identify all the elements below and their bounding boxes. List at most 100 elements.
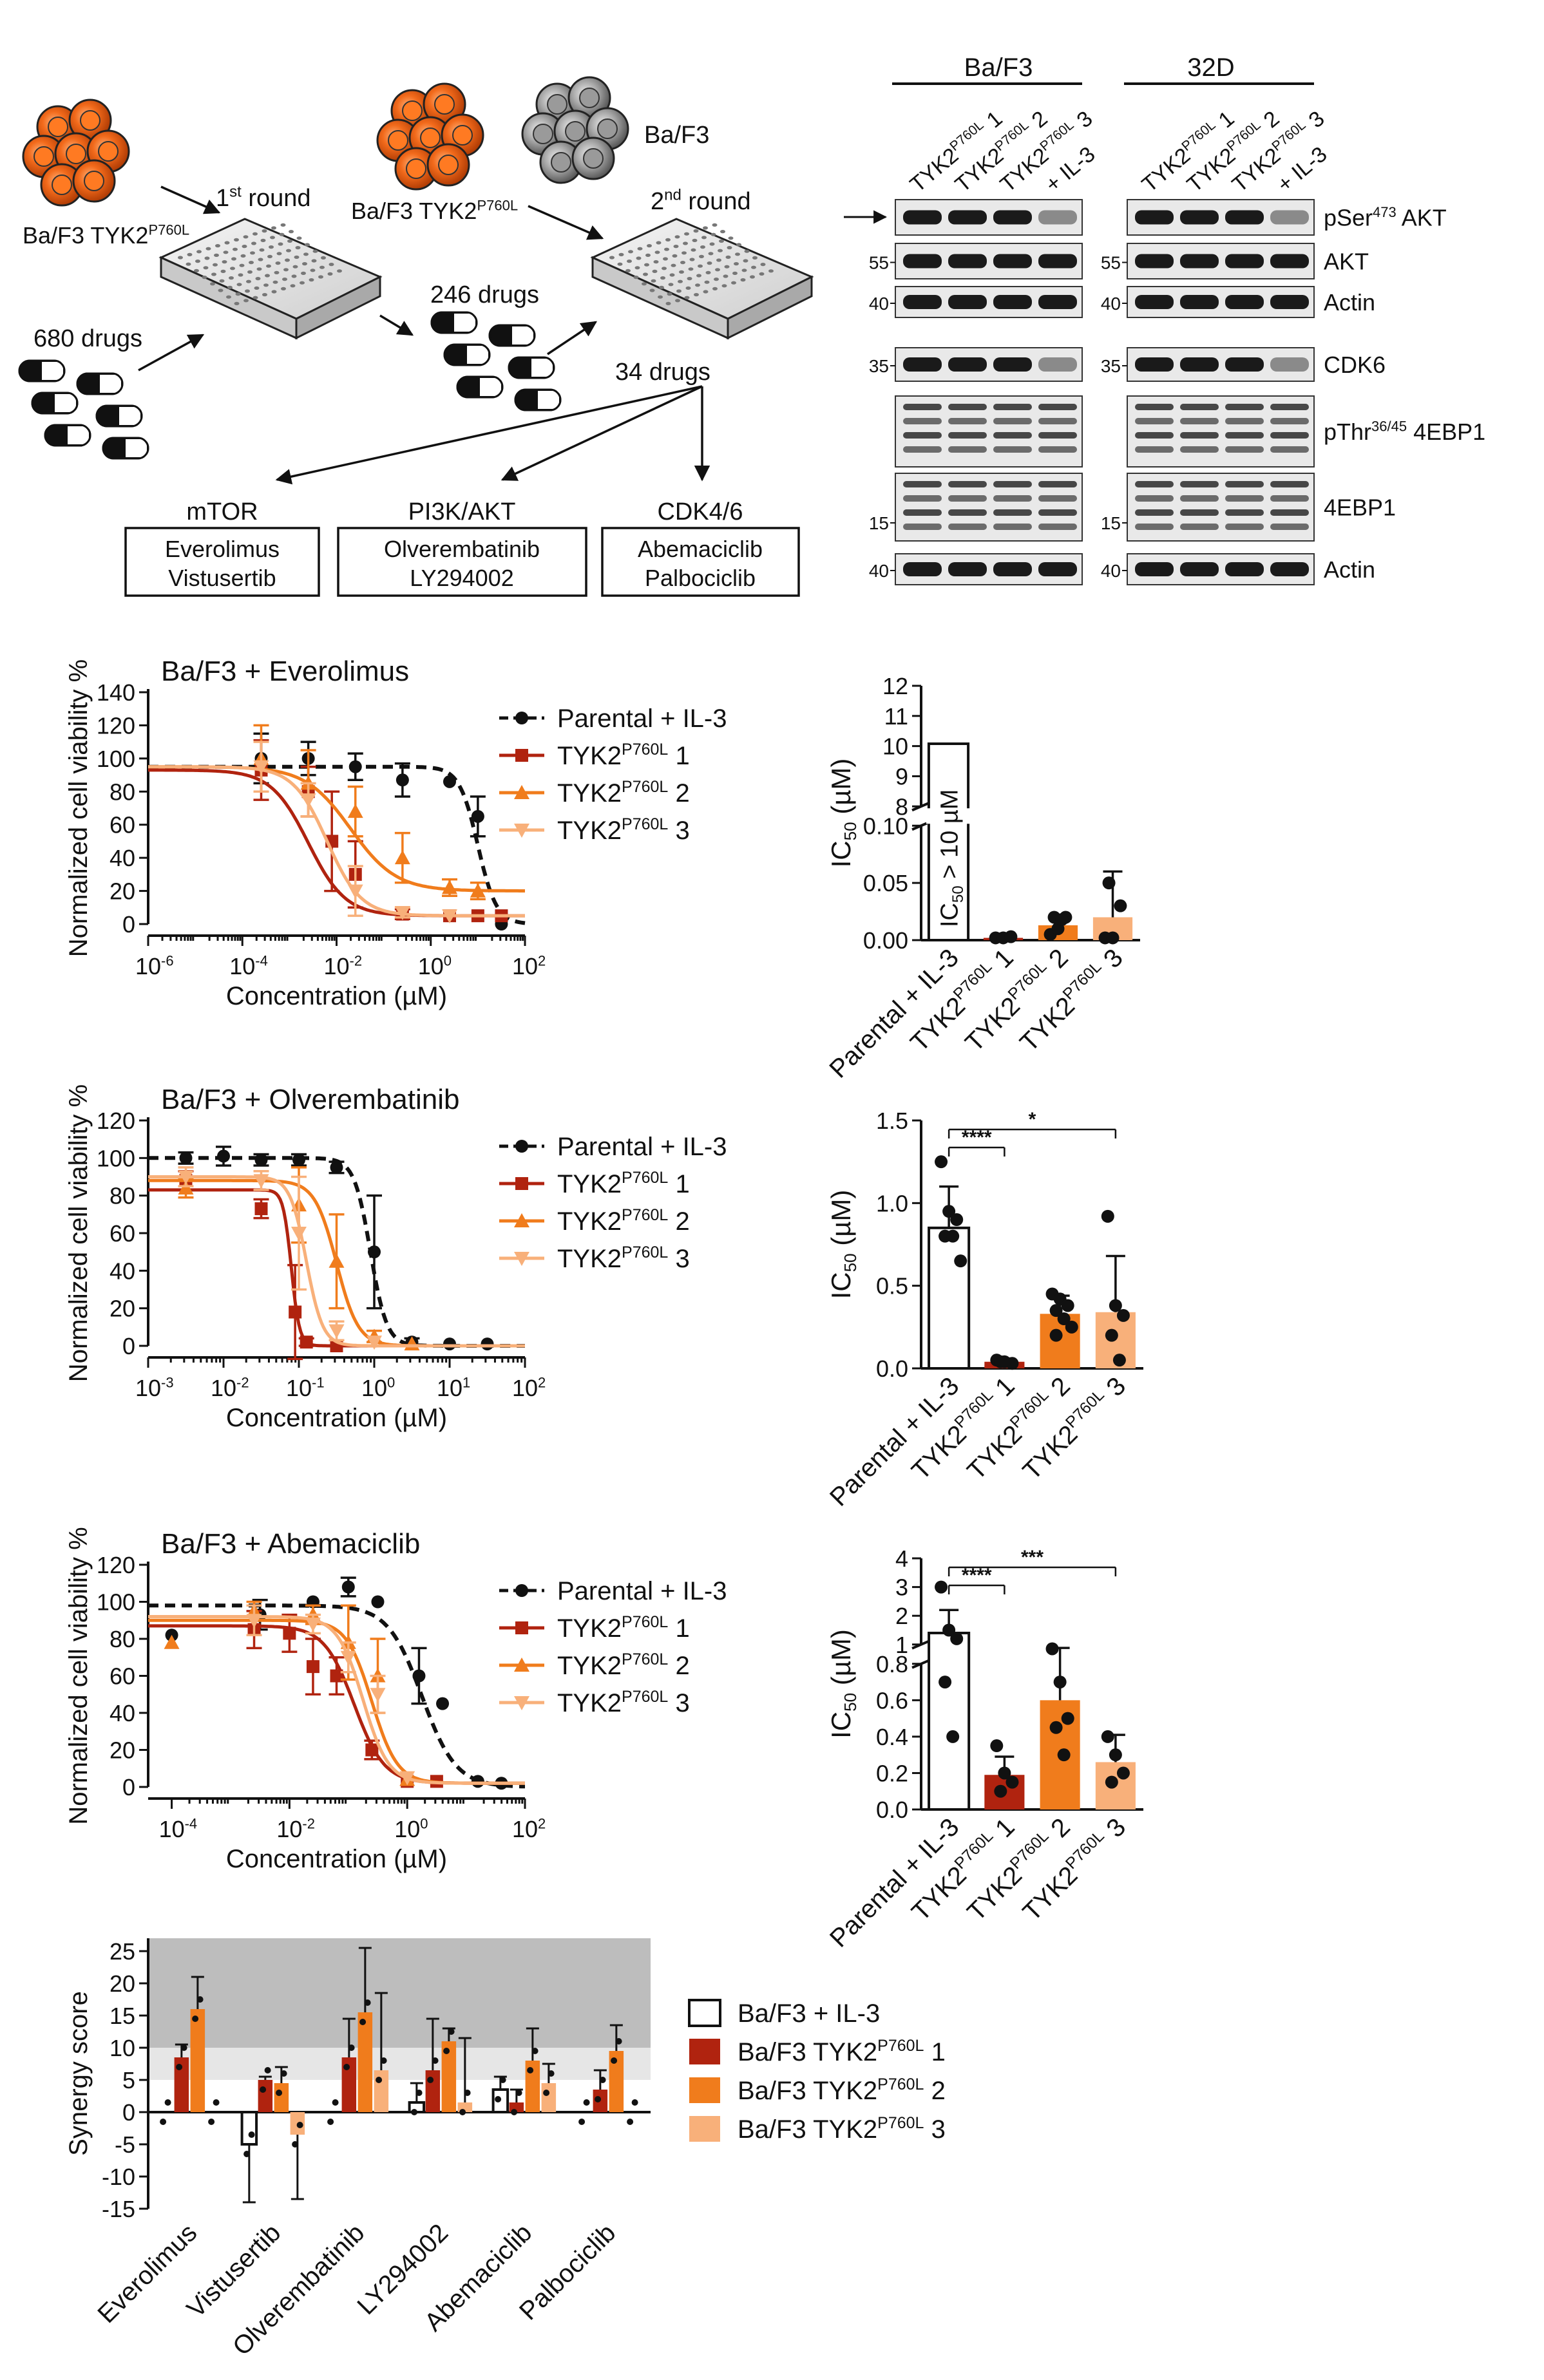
plate-well [269, 245, 274, 249]
plate-well [662, 267, 667, 270]
plate-well [262, 293, 267, 297]
blot-band-6-1-0 [1135, 562, 1174, 576]
legend-label-1: TYK2P760L 1 [557, 741, 690, 770]
plate-well [282, 278, 287, 281]
y-tick-label: 80 [110, 779, 135, 805]
pill-half [467, 346, 488, 364]
plate-well [229, 276, 234, 280]
plate-well [707, 261, 712, 265]
cell-nucleus [388, 130, 408, 151]
plate-well [667, 292, 672, 296]
marker-triangle [394, 850, 410, 865]
y-tick-label: 100 [97, 1589, 135, 1616]
blot-band-5-0-3 [1038, 481, 1077, 487]
curve-2 [148, 765, 525, 892]
label-base: TYK2 [557, 779, 622, 808]
marker-invtriangle [253, 760, 269, 775]
label-suffix: 1 [924, 2038, 945, 2066]
marker-square [289, 1305, 302, 1319]
label-suffix: 3 [668, 1245, 689, 1273]
label-base: 4EBP1 [1324, 495, 1396, 521]
marker-circle [515, 1584, 528, 1597]
plate-well [751, 265, 756, 269]
plate-well [309, 278, 314, 282]
label-base: CDK6 [1324, 352, 1386, 378]
plate-well [222, 260, 227, 264]
plate-well [663, 257, 668, 261]
blot-band-3-0-3 [1038, 357, 1077, 372]
pill-outline [95, 404, 143, 428]
plate-well [196, 250, 202, 254]
label-superscript: P760L [877, 2075, 924, 2093]
synergy-dot [296, 2122, 303, 2128]
dot [1116, 1308, 1130, 1322]
plate-well [286, 249, 291, 252]
marker-circle [179, 1151, 193, 1165]
label-suffix: 3 [668, 1689, 689, 1717]
cell-nucleus [547, 94, 567, 115]
blot-band-0-1-1 [1180, 210, 1219, 225]
label-suffix: 1 [668, 1170, 689, 1198]
cell-nucleus [33, 146, 54, 167]
plate-well [645, 253, 651, 257]
curve-3 [148, 1175, 525, 1348]
y-axis-label: Normalized cell viability % [64, 1527, 93, 1824]
plate-well [684, 232, 689, 236]
bar-empty-0 [927, 742, 970, 941]
marker-invtriangle [394, 906, 410, 920]
label-superscript: P760L [622, 1688, 668, 1706]
plate-well [714, 278, 719, 281]
plate-well [681, 251, 687, 255]
plate-well [712, 223, 718, 227]
plate-well [249, 261, 254, 265]
blot-band-1-0-1 [948, 254, 987, 269]
marker-square [330, 1669, 343, 1683]
plate-well [213, 263, 218, 267]
blot-band-0-0-0 [903, 210, 942, 225]
blot-band-5-1-1 [1180, 481, 1219, 487]
target-drug-2-1: Palbociclib [645, 565, 756, 591]
blot-band-5-1-0 [1135, 495, 1174, 502]
label-base: TYK2 [557, 1614, 622, 1643]
dot [1049, 1721, 1063, 1734]
y-tick-label: 0.2 [876, 1760, 908, 1786]
pill-half [512, 326, 533, 345]
marker-triangle [178, 1180, 194, 1195]
synergy-dot [459, 2109, 466, 2115]
x-tick-label: 102 [512, 952, 546, 979]
cell-nucleus [434, 94, 455, 115]
plate-well [253, 232, 258, 236]
legend-label-0: Parental + IL-3 [557, 704, 727, 733]
plate-well [674, 235, 680, 239]
plate-well [671, 263, 676, 267]
synergy-dot [595, 2096, 602, 2102]
label-suffix: (µM) [826, 1629, 856, 1693]
synergy-dot [380, 2057, 387, 2064]
bar-0 [928, 1226, 971, 1370]
y-tick-label: 10 [882, 733, 908, 760]
marker-circle [368, 1245, 381, 1259]
blot-band-5-1-3 [1270, 481, 1309, 487]
plate-well [233, 247, 238, 251]
blot-band-2-1-3 [1270, 295, 1309, 309]
blot-band-4-0-3 [1038, 404, 1077, 410]
y-tick-label: 25 [110, 1938, 135, 1965]
blot-band-5-0-3 [1038, 495, 1077, 502]
blot-band-4-0-1 [948, 432, 987, 439]
cell-nucleus [533, 124, 553, 144]
marker-triangle [164, 1634, 180, 1649]
plate-well [723, 274, 729, 278]
plate-well [734, 262, 739, 266]
marker-triangle [514, 1658, 529, 1672]
dot [1101, 1209, 1114, 1223]
blot-band-5-1-1 [1180, 495, 1219, 502]
y-tick-label: 60 [110, 1663, 135, 1690]
y-axis-label: IC50 (µM) [826, 759, 860, 868]
plate-well [235, 292, 241, 296]
plate-well [636, 256, 642, 260]
plate-well [727, 246, 732, 250]
plate-well [673, 245, 679, 249]
marker-circle [217, 1149, 230, 1163]
synergy-dot [332, 2099, 339, 2106]
